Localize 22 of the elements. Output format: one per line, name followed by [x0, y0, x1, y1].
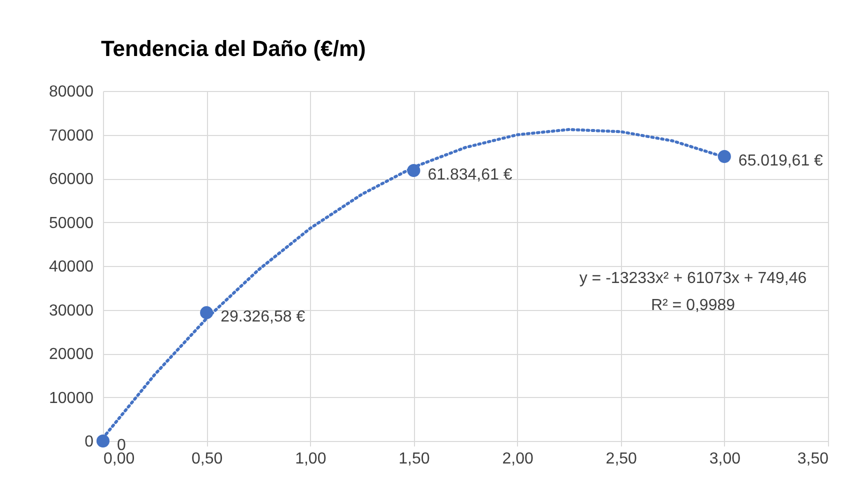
y-tick-label: 20000: [49, 346, 94, 363]
data-label: 65.019,61 €: [738, 152, 824, 170]
y-tick-label: 30000: [49, 302, 94, 320]
y-tick-label: 80000: [49, 84, 94, 100]
x-tick-label: 1,00: [295, 450, 326, 468]
y-tick-label: 50000: [49, 214, 94, 232]
y-tick-label: 60000: [49, 171, 94, 188]
x-tick-label: 2,50: [606, 450, 638, 468]
annotation: R² = 0,9989: [650, 297, 736, 314]
y-tick-label: 10000: [49, 390, 94, 407]
x-tick-label: 0,50: [192, 450, 223, 468]
x-tick-label: 3,00: [709, 450, 741, 468]
y-tick-label: 40000: [49, 258, 94, 276]
annotation: y = -13233x² + 61073x + 749,46: [579, 270, 807, 287]
data-label: 29.326,58 €: [220, 308, 306, 326]
data-label: 61.834,61 €: [428, 166, 512, 184]
chart-title: Tendencia del Daño (€/m): [101, 36, 366, 61]
y-tick-label: 0: [84, 434, 94, 450]
y-tick-label: 70000: [49, 127, 94, 144]
x-tick-label: 3,50: [797, 450, 829, 468]
x-tick-label: 2,00: [502, 450, 534, 468]
x-tick-label: 1,50: [398, 450, 430, 468]
